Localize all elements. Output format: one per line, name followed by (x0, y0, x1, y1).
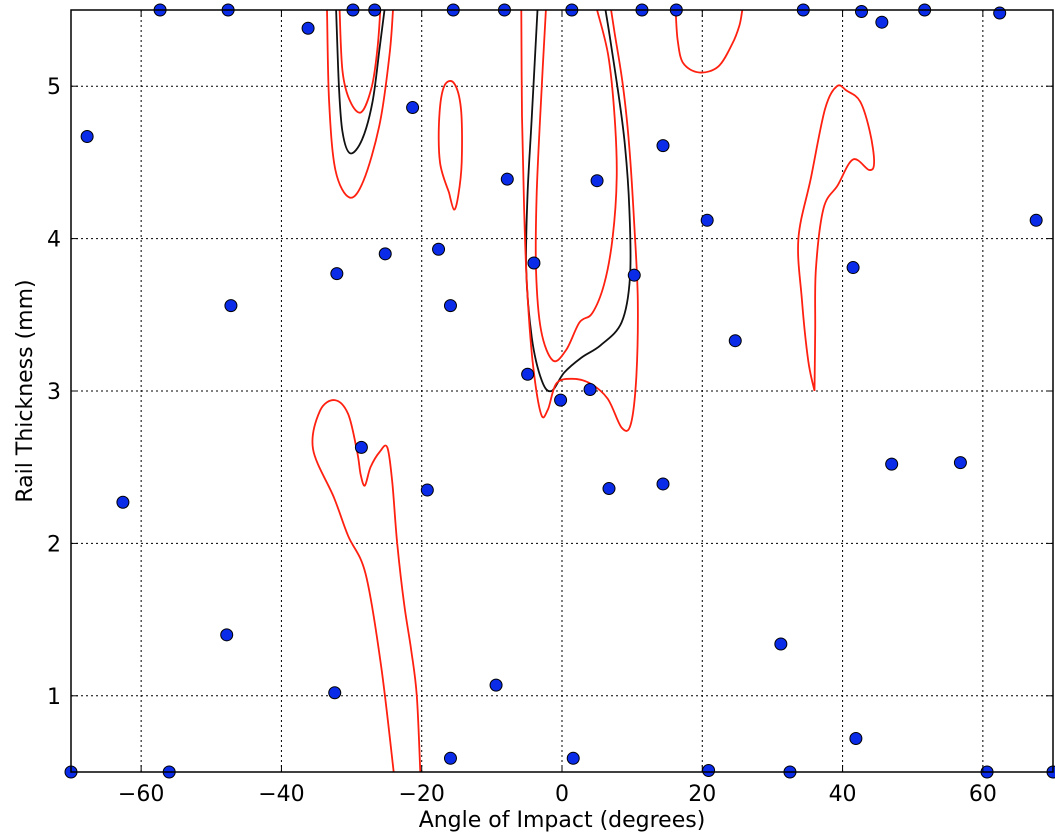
data-point (627, 268, 641, 282)
data-point (500, 172, 514, 186)
data-point (328, 686, 342, 700)
data-point (656, 139, 670, 153)
x-tick-label: 20 (688, 782, 716, 807)
data-point (527, 256, 541, 270)
data-point (443, 299, 457, 313)
contour-line (674, 10, 744, 74)
data-point (702, 763, 716, 777)
data-point (432, 242, 446, 256)
contour-lines (311, 10, 876, 772)
data-point (521, 367, 535, 381)
data-point (885, 457, 899, 471)
y-axis-label: Rail Thickness (mm) (13, 279, 38, 502)
data-point (566, 751, 580, 765)
contour-line (525, 10, 632, 393)
data-point (354, 440, 368, 454)
data-point (301, 21, 315, 35)
data-point (116, 495, 130, 509)
data-point (378, 247, 392, 261)
data-point (846, 261, 860, 275)
tick-labels: −60 −40 −20 0 20 40 60 1 2 3 4 5 (47, 75, 997, 807)
x-tick-label: −40 (258, 782, 304, 807)
data-point (1029, 213, 1043, 227)
data-point (656, 477, 670, 491)
contour-line (338, 10, 382, 114)
data-point (406, 101, 420, 115)
x-tick-label: −60 (118, 782, 164, 807)
x-tick-label: −20 (398, 782, 444, 807)
y-tick-label: 5 (47, 75, 61, 100)
ticks (71, 10, 1053, 772)
data-point (554, 393, 568, 407)
x-tick-label: 0 (555, 782, 569, 807)
contour-line (797, 84, 876, 392)
data-point (728, 334, 742, 348)
y-tick-label: 2 (47, 532, 61, 557)
data-point (590, 174, 604, 188)
y-tick-label: 4 (47, 228, 61, 253)
data-point (855, 5, 869, 19)
contour-line (335, 10, 386, 155)
data-point (700, 213, 714, 227)
data-point (993, 6, 1007, 20)
contour-line (311, 399, 422, 772)
data-point (875, 15, 889, 29)
data-point (602, 482, 616, 496)
data-point (443, 751, 457, 765)
x-axis-label: Angle of Impact (degrees) (419, 808, 706, 833)
data-point (80, 129, 94, 143)
grid (71, 10, 1053, 772)
data-point (330, 267, 344, 281)
contour-line (437, 80, 463, 211)
data-point (849, 731, 863, 745)
data-point (224, 299, 238, 313)
data-point (953, 456, 967, 470)
data-point (583, 382, 597, 396)
data-point (489, 678, 503, 692)
data-point (220, 628, 234, 642)
data-point (774, 637, 788, 651)
x-tick-label: 60 (969, 782, 997, 807)
y-tick-label: 3 (47, 380, 61, 405)
y-tick-label: 1 (47, 685, 61, 710)
contour-line (534, 10, 618, 363)
contour-line (326, 10, 394, 199)
data-point (420, 483, 434, 497)
x-tick-label: 40 (829, 782, 857, 807)
